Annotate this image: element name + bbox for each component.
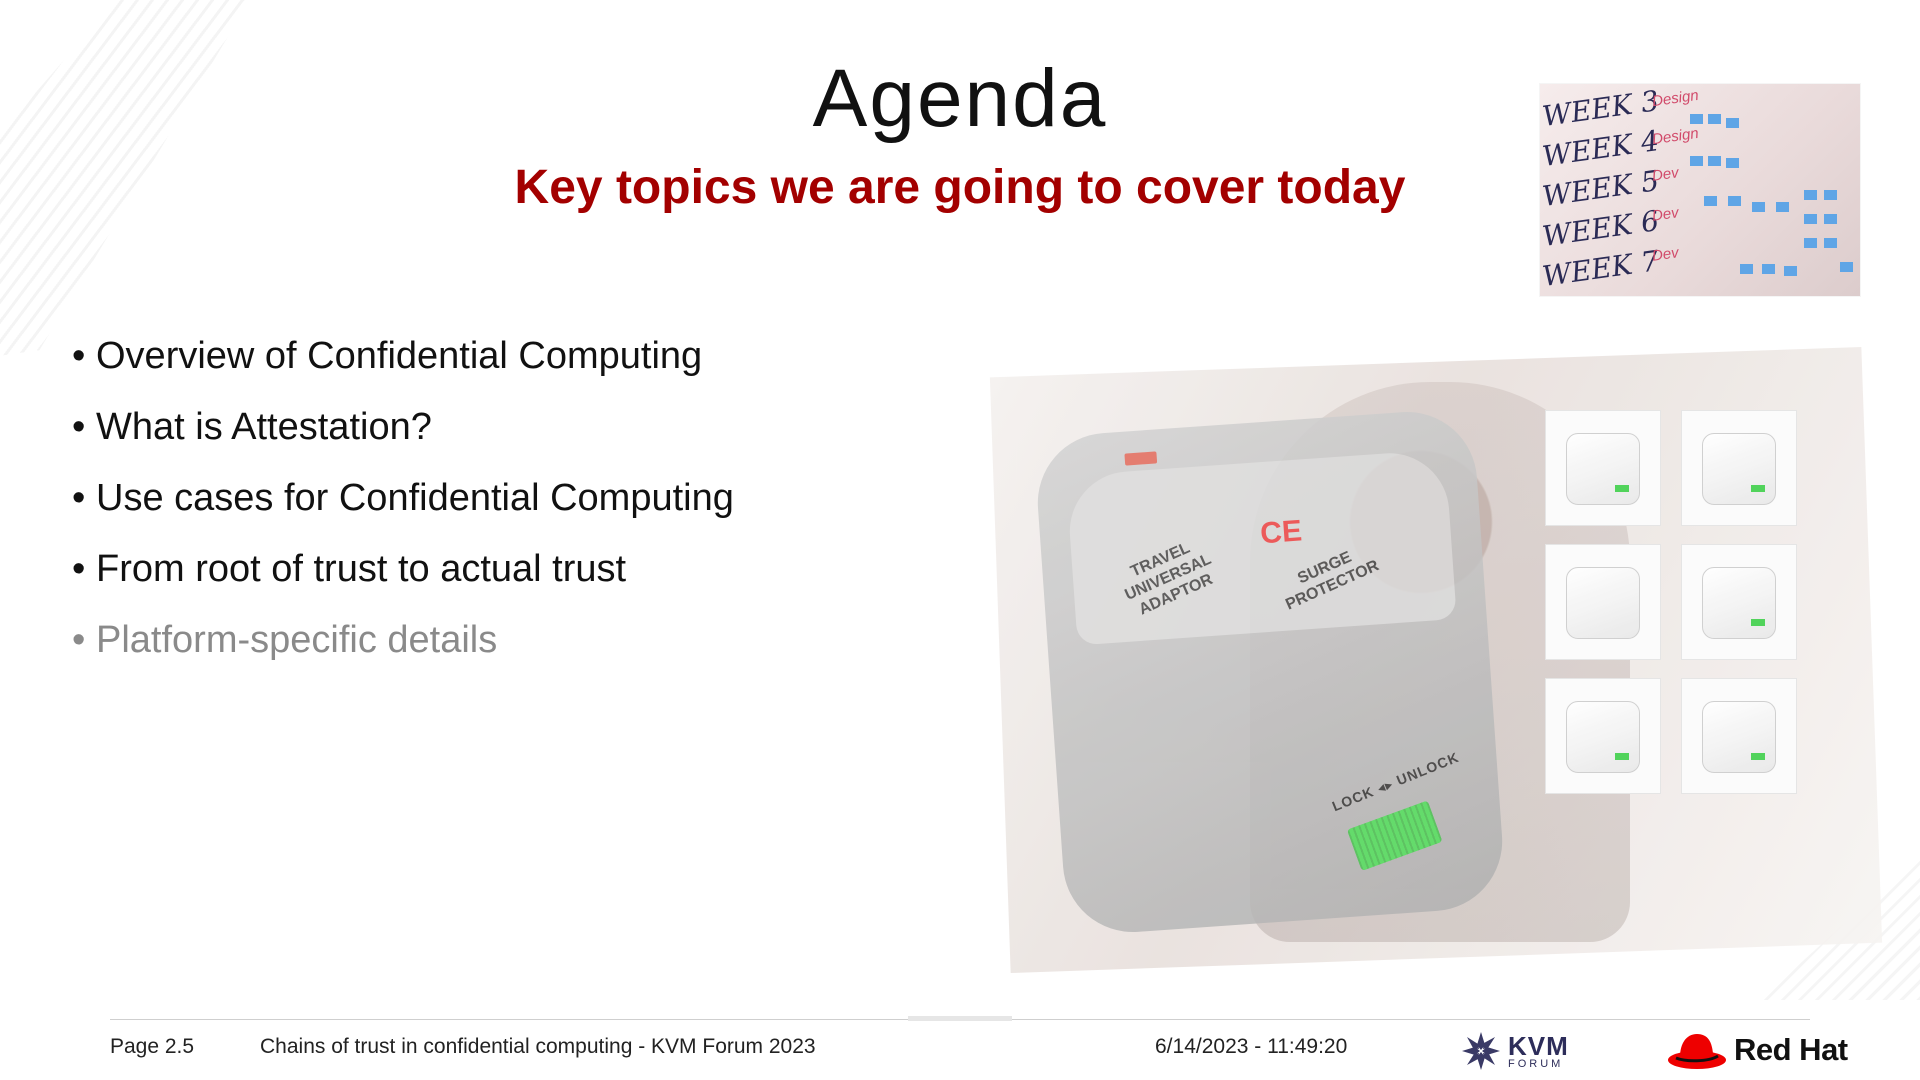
sticky-note (1840, 262, 1853, 272)
bullet-icon: • (72, 619, 86, 661)
sticky-note (1740, 264, 1753, 274)
sticky-note (1708, 114, 1721, 124)
bullet-icon: • (72, 477, 86, 519)
agenda-item: • What is Attestation? (72, 403, 734, 474)
adapter-thumbnail (1681, 544, 1797, 660)
whiteboard-tag: Dev (1650, 244, 1680, 265)
bullet-icon: • (72, 335, 86, 377)
agenda-item-label: Overview of Confidential Computing (96, 335, 703, 377)
adapter-image: TRAVEL UNIVERSAL ADAPTOR SURGE PROTECTOR… (1033, 407, 1507, 937)
adapter-led (1124, 451, 1158, 466)
sticky-note (1824, 190, 1837, 200)
green-slider (1751, 753, 1765, 760)
adapter-thumbnail-device (1702, 567, 1776, 639)
adapter-thumbnail (1545, 678, 1661, 794)
red-hat-icon (1668, 1034, 1726, 1069)
sticky-note (1804, 238, 1817, 248)
red-hat-logo-text: Red Hat (1734, 1032, 1848, 1067)
kvm-logo-subtext: FORUM (1508, 1057, 1564, 1070)
bullet-icon: • (72, 548, 86, 590)
travel-adapter-illustration: TRAVEL UNIVERSAL ADAPTOR SURGE PROTECTOR… (989, 346, 1883, 974)
lock-slider (1346, 800, 1443, 872)
slide-title: Agenda (812, 53, 1108, 144)
agenda-item: • From root of trust to actual trust (72, 545, 734, 616)
red-hat-logo: Red Hat (1666, 1028, 1848, 1072)
adapter-thumbnail (1681, 410, 1797, 526)
sticky-note (1762, 264, 1775, 274)
adapter-thumbnail-device (1566, 567, 1640, 639)
green-slider (1615, 753, 1629, 760)
timestamp: 6/14/2023 - 11:49:20 (1155, 1035, 1348, 1058)
footer-tab (908, 1016, 1012, 1021)
kvm-logo-text: KVM (1508, 1030, 1569, 1061)
adapter-thumbnail-grid (1545, 410, 1797, 794)
slide-subtitle: Key topics we are going to cover today (514, 161, 1406, 214)
agenda-item-label: From root of trust to actual trust (96, 548, 627, 590)
bullet-icon: • (72, 406, 86, 448)
sticky-note (1690, 156, 1703, 166)
ce-mark: CE (1259, 514, 1304, 551)
adapter-thumbnail (1681, 678, 1797, 794)
page-number: Page 2.5 (110, 1035, 195, 1058)
adapter-thumbnail-device (1702, 701, 1776, 773)
agenda-item-upcoming: • Platform-specific details (72, 616, 734, 687)
adapter-thumbnail (1545, 544, 1661, 660)
sticky-note (1784, 266, 1797, 276)
sticky-note (1824, 214, 1837, 224)
whiteboard-tag: Dev (1650, 164, 1680, 185)
agenda-item: • Overview of Confidential Computing (72, 332, 734, 403)
sticky-note (1690, 114, 1703, 124)
adapter-thumbnail-device (1702, 433, 1776, 505)
green-slider (1751, 619, 1765, 626)
sticky-note (1726, 118, 1739, 128)
whiteboard-tag: Design (1651, 86, 1700, 111)
sticky-note (1824, 238, 1837, 248)
kvm-forum-logo: KVM FORUM (1460, 1030, 1569, 1072)
whiteboard-tag: Dev (1650, 204, 1680, 225)
sticky-note (1776, 202, 1789, 212)
kvm-logo-icon (1462, 1032, 1500, 1070)
adapter-thumbnail-device (1566, 701, 1640, 773)
sticky-note (1804, 190, 1817, 200)
agenda-item-label: Platform-specific details (96, 619, 498, 661)
agenda-item-label: Use cases for Confidential Computing (96, 477, 734, 519)
whiteboard-tag: Design (1651, 124, 1700, 149)
whiteboard-photo: WEEK 3 Design WEEK 4 Design WEEK 5 Dev W… (1540, 84, 1860, 296)
agenda-list: • Overview of Confidential Computing • Wha… (72, 332, 734, 687)
sticky-note (1726, 158, 1739, 168)
adapter-thumbnail (1545, 410, 1661, 526)
agenda-item: • Use cases for Confidential Computing (72, 474, 734, 545)
sticky-note (1804, 214, 1817, 224)
lock-label: LOCK ◂▸ UNLOCK (1329, 748, 1462, 815)
sticky-note (1752, 202, 1765, 212)
sticky-note (1704, 196, 1717, 206)
talk-title: Chains of trust in confidential computin… (260, 1035, 816, 1058)
green-slider (1751, 485, 1765, 492)
agenda-item-label: What is Attestation? (96, 406, 432, 448)
green-slider (1615, 485, 1629, 492)
sticky-note (1728, 196, 1741, 206)
sticky-note (1708, 156, 1721, 166)
adapter-thumbnail-device (1566, 433, 1640, 505)
whiteboard-week-label: WEEK 7 (1540, 243, 1662, 294)
